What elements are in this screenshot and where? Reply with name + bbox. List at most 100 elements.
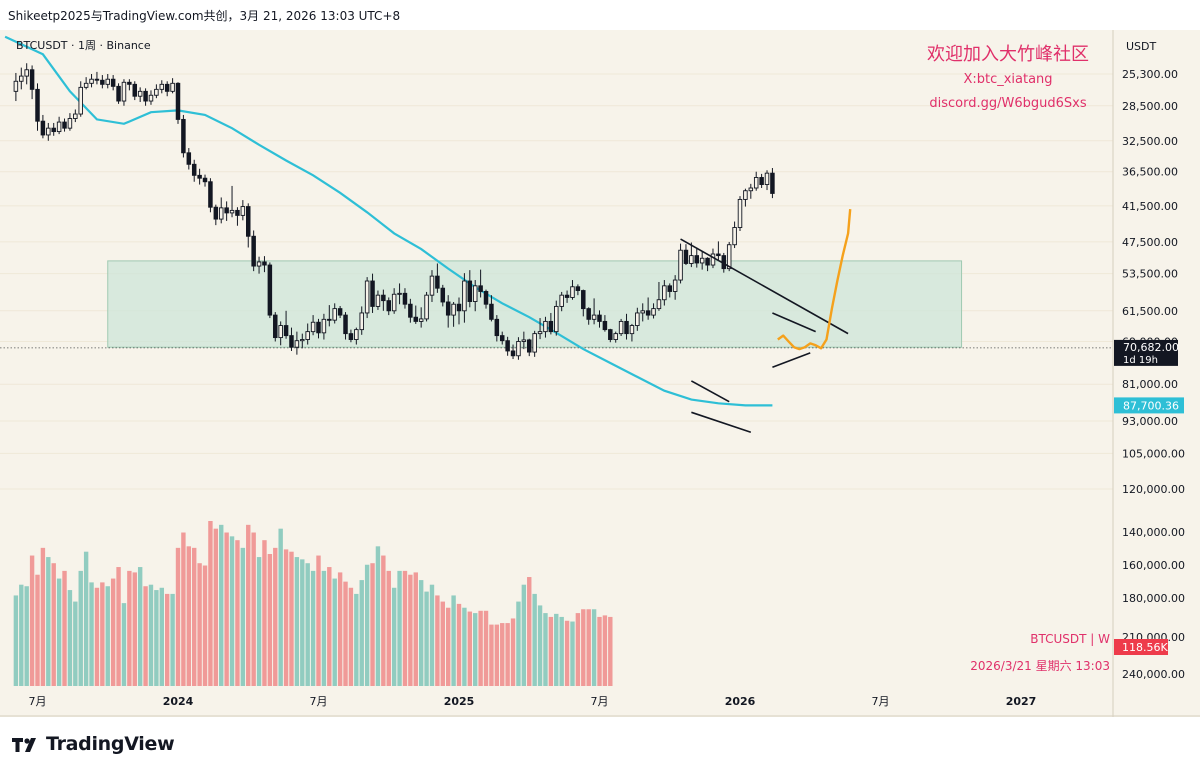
volume-bar (273, 547, 278, 686)
volume-bar (440, 601, 445, 686)
candle-body (256, 261, 262, 267)
candle-body (613, 333, 618, 340)
volume-bar (186, 546, 192, 686)
candle-body (640, 310, 645, 314)
candle-body (245, 206, 251, 237)
header-text: Shikeetp2025与TradingView.com共创，3月 21, 20… (8, 9, 401, 23)
volume-bar (370, 563, 375, 686)
volume-bar (467, 611, 473, 686)
volume-bar (13, 595, 19, 686)
volume-bar (586, 609, 591, 686)
volume-bar (110, 578, 116, 686)
volume-bar (246, 524, 251, 686)
candle-body (710, 253, 716, 266)
candle-body (35, 88, 40, 122)
candle-body (440, 287, 446, 303)
volume-bar (435, 595, 440, 686)
candle-body (332, 308, 337, 321)
volume-bar (456, 603, 462, 686)
candle-body (181, 118, 186, 154)
candle-body (753, 177, 759, 189)
volume-bar (51, 563, 56, 686)
volume-bar (413, 572, 418, 686)
candle-body (321, 318, 327, 334)
volume-bar (516, 601, 521, 686)
volume-bar (137, 567, 143, 686)
volume-bar (73, 601, 78, 686)
volume-bar (67, 590, 73, 686)
candle-body (67, 118, 73, 129)
volume-bar (283, 549, 289, 686)
candle-body (235, 209, 240, 216)
tradingview-logo[interactable]: TradingView (12, 733, 175, 755)
volume-bar (521, 584, 527, 686)
volume-bar (289, 551, 294, 686)
volume-bar (62, 570, 67, 686)
candle-body (386, 300, 392, 312)
volume-bar (224, 532, 229, 686)
volume-bar (310, 570, 316, 686)
candle-body (651, 308, 656, 316)
candle-body (456, 303, 462, 312)
candle-body (699, 257, 705, 264)
volume-bar (602, 615, 608, 686)
candle-body (278, 325, 283, 339)
candle-body (489, 303, 494, 320)
candle-body (381, 294, 386, 302)
volume-bar (597, 616, 602, 686)
volume-bar (143, 586, 148, 686)
volume-bar (24, 586, 29, 686)
volume-bar (154, 590, 159, 686)
volume-value-label: 118.56K (1122, 641, 1168, 654)
volume-bar (105, 586, 110, 686)
candle-body (645, 310, 651, 316)
candle-body (510, 350, 516, 357)
price-tick-label: 120,000.00 (1122, 483, 1185, 496)
candle-body (505, 340, 510, 352)
volume-bar (527, 577, 532, 686)
volume-bar (83, 551, 89, 686)
header-bar: Shikeetp2025与TradingView.com共创，3月 21, 20… (0, 0, 1200, 30)
candle-body (602, 320, 608, 331)
candle-body (375, 294, 381, 307)
volume-bar (29, 555, 35, 686)
candle-body (78, 86, 83, 115)
candle-body (24, 69, 29, 77)
time-tick-label: 2027 (1006, 695, 1037, 708)
candle-body (267, 264, 273, 316)
volume-bar (46, 557, 51, 686)
candle-body (137, 90, 143, 97)
volume-bar (505, 623, 510, 686)
price-tick-label: 105,000.00 (1122, 447, 1185, 460)
price-tick-label: 160,000.00 (1122, 559, 1185, 572)
volume-bar (408, 574, 413, 686)
candle-body (62, 121, 67, 129)
candle-body (581, 290, 586, 310)
candle-body (737, 198, 743, 228)
volume-bar (478, 610, 483, 686)
chart-svg[interactable]: USDT 25,300.00 28,500.00 32,500.00 36,500.00… (0, 30, 1200, 717)
candle-body (213, 206, 219, 220)
symbol-legend[interactable]: BTCUSDT · 1周 · Binance (16, 39, 151, 52)
volume-bar (294, 557, 300, 686)
volume-bar (256, 557, 262, 686)
candle-body (218, 207, 224, 220)
volume-bar (235, 540, 240, 686)
volume-bar (321, 570, 327, 686)
volume-bar (429, 584, 435, 686)
candle-body (170, 82, 175, 92)
volume-bar (402, 570, 408, 686)
candle-body (429, 275, 435, 296)
volume-bar (354, 593, 359, 686)
candle-body (608, 329, 613, 340)
candle-body (159, 83, 165, 90)
candle-body (273, 314, 278, 339)
candle-body (435, 275, 440, 289)
time-tick-label: 2024 (163, 695, 194, 708)
chart-area[interactable]: USDT 25,300.00 28,500.00 32,500.00 36,500.00… (0, 30, 1200, 717)
price-tick-label: 41,500.00 (1122, 200, 1178, 213)
candle-body (202, 177, 208, 183)
candle-body (343, 314, 348, 335)
price-tick-label: 81,000.00 (1122, 378, 1178, 391)
candle-body (289, 335, 294, 348)
